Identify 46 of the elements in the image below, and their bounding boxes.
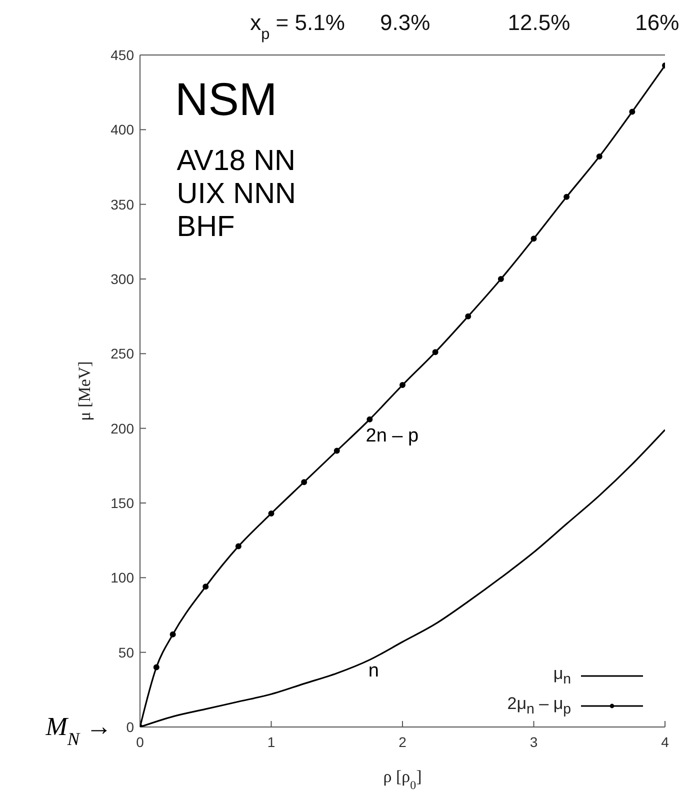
- legend-label: μ$_{n}$: [553, 664, 571, 688]
- point: [202, 584, 209, 590]
- point: [400, 382, 406, 388]
- annotation: M$_{N}$ →: [44, 712, 112, 749]
- text: 12.5%: [508, 10, 570, 35]
- point: [268, 510, 274, 516]
- point: [596, 154, 602, 160]
- annotation: UIX NNN: [176, 178, 296, 210]
- point: [530, 236, 537, 242]
- point: [334, 448, 340, 454]
- y-tick-label: 450: [110, 46, 134, 63]
- text: 9.3%: [380, 10, 430, 35]
- point: [432, 349, 438, 356]
- point: [366, 416, 373, 422]
- legend-label: 2μ$_{n}$ – μ$_{p}$: [507, 694, 571, 718]
- annotation: n: [368, 660, 379, 682]
- y-tick-label: 150: [110, 494, 134, 511]
- point: [629, 108, 636, 115]
- y-axis-title: μ [MeV]: [75, 361, 94, 421]
- x-tick-label: 1: [267, 734, 276, 750]
- text: x$_{p}$ = 5.1%: [250, 10, 345, 42]
- x-tick-label: 2: [398, 734, 407, 750]
- y-tick-label: 250: [110, 346, 134, 362]
- x-tick-label: 3: [530, 734, 538, 750]
- point: [465, 313, 472, 320]
- annotation: 2n – p: [366, 425, 419, 446]
- y-tick-label: 50: [118, 644, 134, 660]
- y-tick-label: 0: [126, 718, 134, 735]
- text: 16%: [635, 10, 680, 35]
- annotation: AV18 NN: [176, 145, 296, 177]
- point: [170, 631, 176, 638]
- y-tick-label: 200: [110, 420, 134, 436]
- annotation: BHF: [176, 211, 235, 243]
- point: [498, 276, 504, 282]
- y-tick-label: 350: [110, 196, 134, 212]
- x-tick-label: 0: [136, 734, 144, 750]
- y-tick-label: 400: [110, 122, 134, 138]
- y-tick-label: 300: [110, 270, 134, 287]
- point: [301, 479, 308, 486]
- chart-title: NSM: [175, 73, 278, 125]
- y-tick-label: 100: [110, 570, 134, 586]
- point: [564, 194, 570, 200]
- point: [153, 664, 160, 670]
- x-axis-title: ρ [ρ$_{0}$]: [383, 767, 422, 792]
- point: [235, 543, 242, 550]
- x-tick-label: 4: [661, 734, 670, 750]
